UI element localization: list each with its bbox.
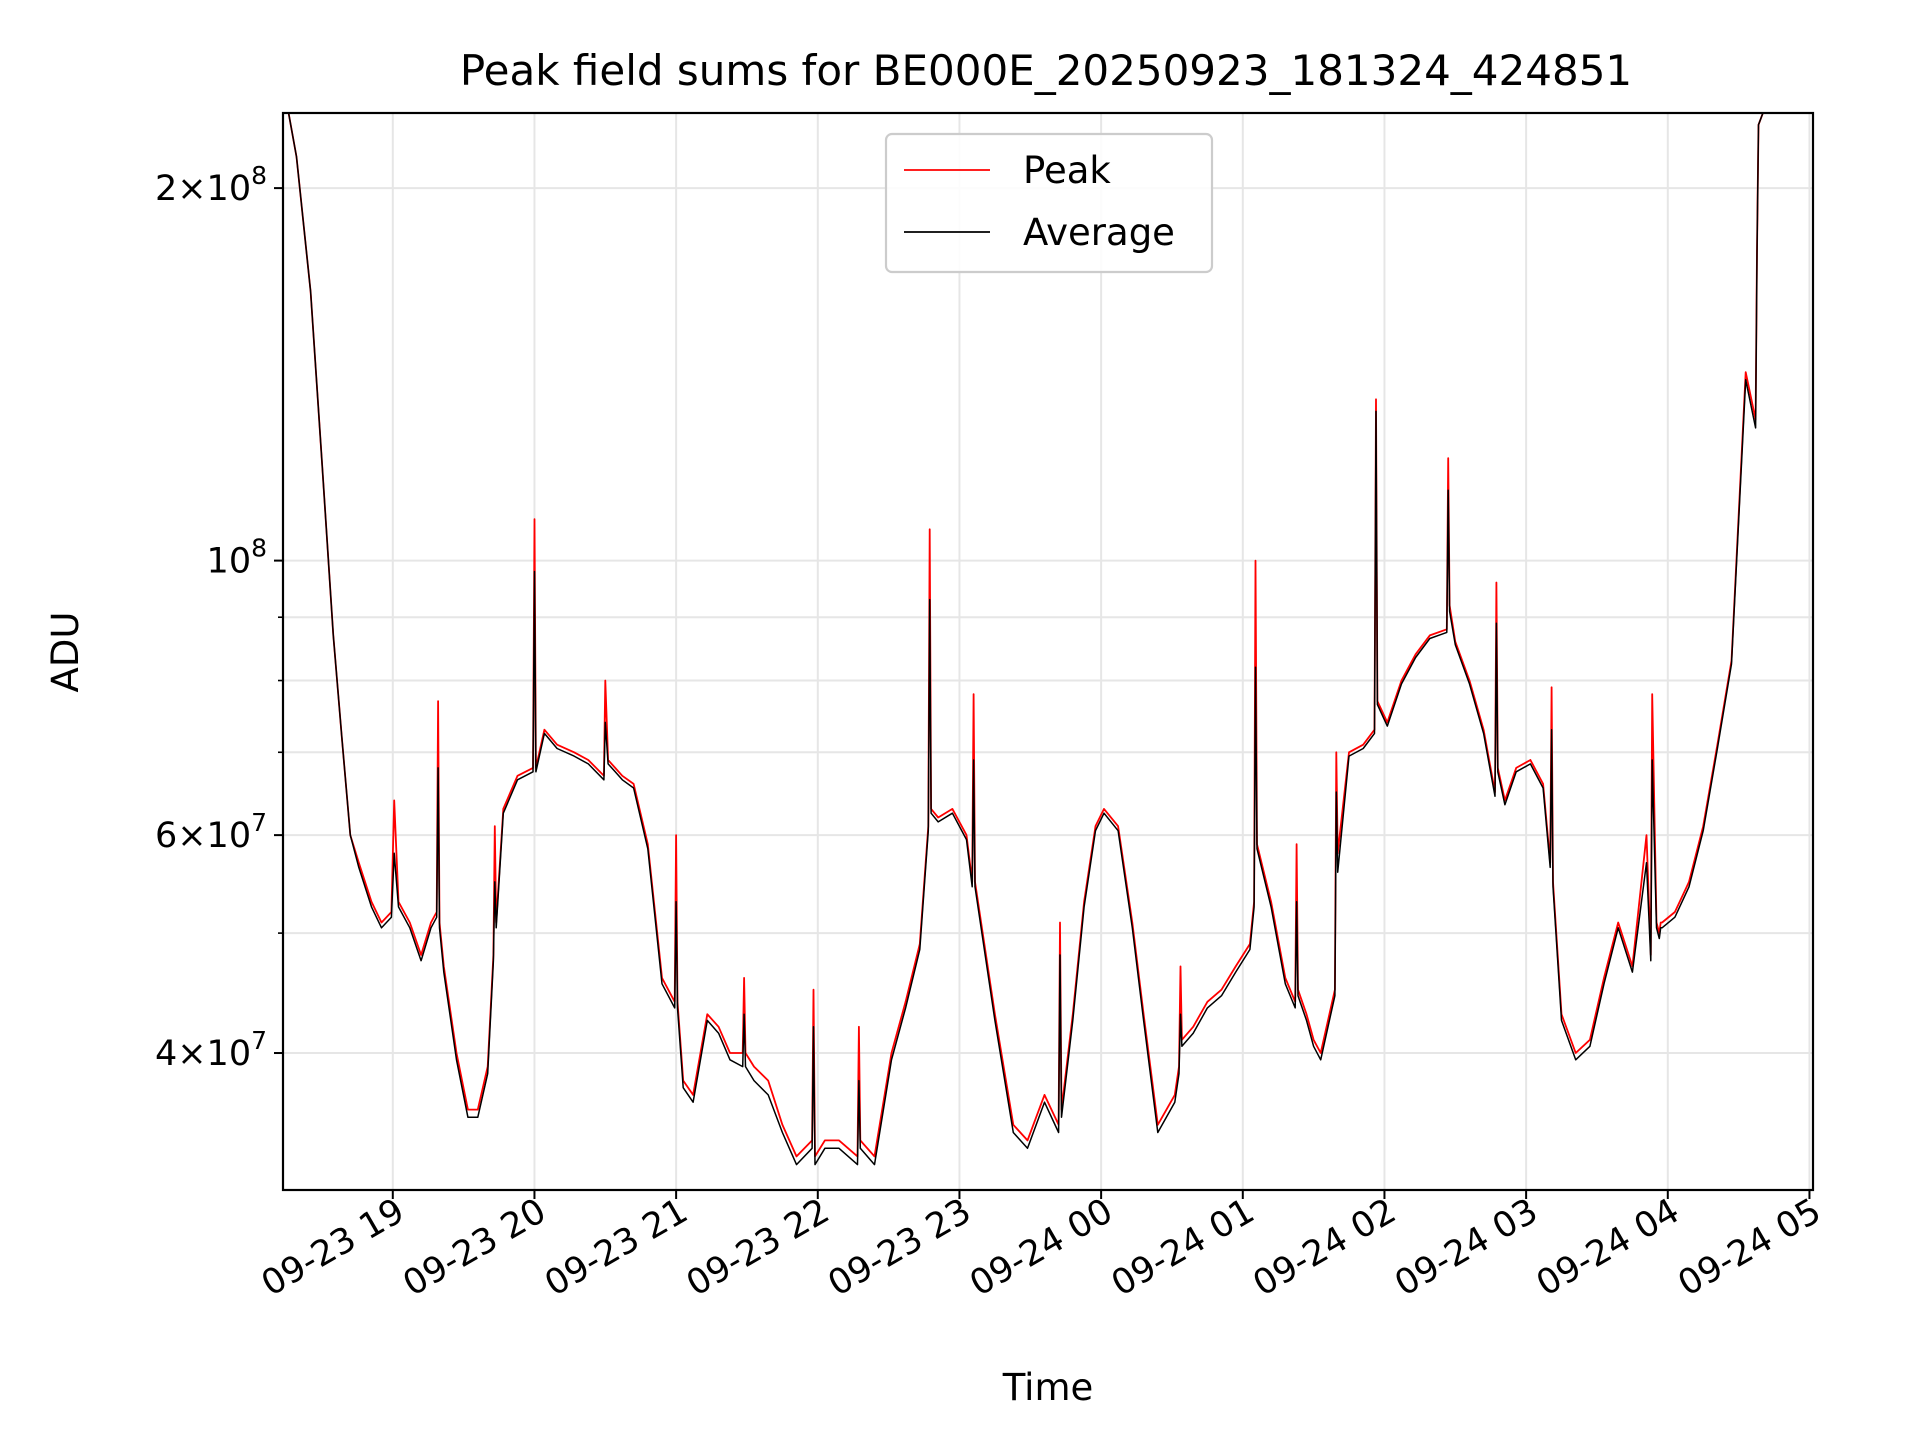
y-axis-label: ADU <box>44 612 87 693</box>
y-tick-label: 4×107 <box>155 1026 267 1074</box>
chart-title: Peak field sums for BE000E_20250923_1813… <box>460 46 1632 95</box>
y-tick-label: 6×107 <box>155 808 267 856</box>
legend-label-peak: Peak <box>1023 149 1111 192</box>
x-axis-label: Time <box>1002 1366 1094 1409</box>
series-layer <box>287 113 1764 1166</box>
legend-label-average: Average <box>1023 211 1175 254</box>
legend: Peak Average <box>884 132 1214 274</box>
y-tick-label: 108 <box>207 534 267 582</box>
plot-frame <box>281 111 1815 1192</box>
grid <box>283 113 1813 1190</box>
y-tick-label: 2×108 <box>155 161 267 209</box>
legend-box <box>884 132 1214 274</box>
series-line-average <box>287 113 1764 1166</box>
y-axis: 4×107 6×107 108 2×108 <box>155 161 283 1074</box>
series-line-peak <box>287 113 1764 1158</box>
